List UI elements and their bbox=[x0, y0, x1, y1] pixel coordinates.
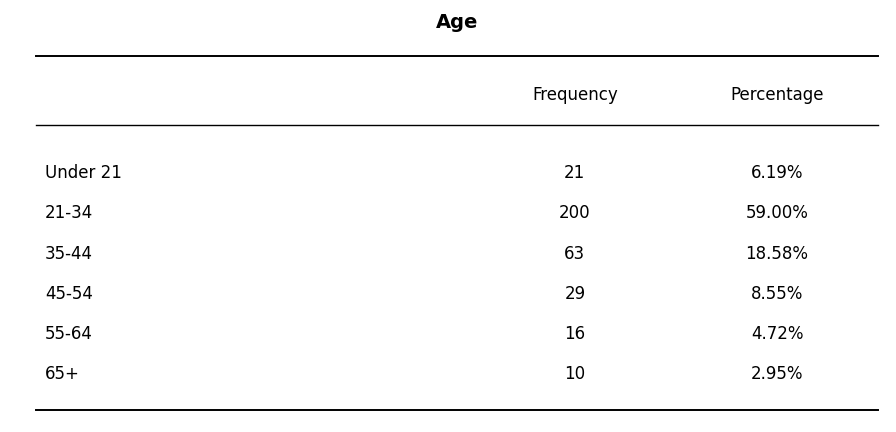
Text: 55-64: 55-64 bbox=[45, 325, 92, 343]
Text: 35-44: 35-44 bbox=[45, 245, 93, 263]
Text: 6.19%: 6.19% bbox=[751, 164, 803, 182]
Text: 10: 10 bbox=[564, 365, 585, 383]
Text: 200: 200 bbox=[559, 204, 590, 222]
Text: 65+: 65+ bbox=[45, 365, 80, 383]
Text: 45-54: 45-54 bbox=[45, 285, 92, 303]
Text: 8.55%: 8.55% bbox=[751, 285, 803, 303]
Text: 16: 16 bbox=[564, 325, 585, 343]
Text: Age: Age bbox=[435, 13, 478, 32]
Text: Percentage: Percentage bbox=[730, 86, 823, 105]
Text: Frequency: Frequency bbox=[532, 86, 617, 105]
Text: 4.72%: 4.72% bbox=[751, 325, 803, 343]
Text: Under 21: Under 21 bbox=[45, 164, 122, 182]
Text: 21: 21 bbox=[564, 164, 585, 182]
Text: 2.95%: 2.95% bbox=[751, 365, 803, 383]
Text: 63: 63 bbox=[564, 245, 585, 263]
Text: 59.00%: 59.00% bbox=[745, 204, 808, 222]
Text: 18.58%: 18.58% bbox=[745, 245, 808, 263]
Text: 21-34: 21-34 bbox=[45, 204, 93, 222]
Text: 29: 29 bbox=[564, 285, 585, 303]
